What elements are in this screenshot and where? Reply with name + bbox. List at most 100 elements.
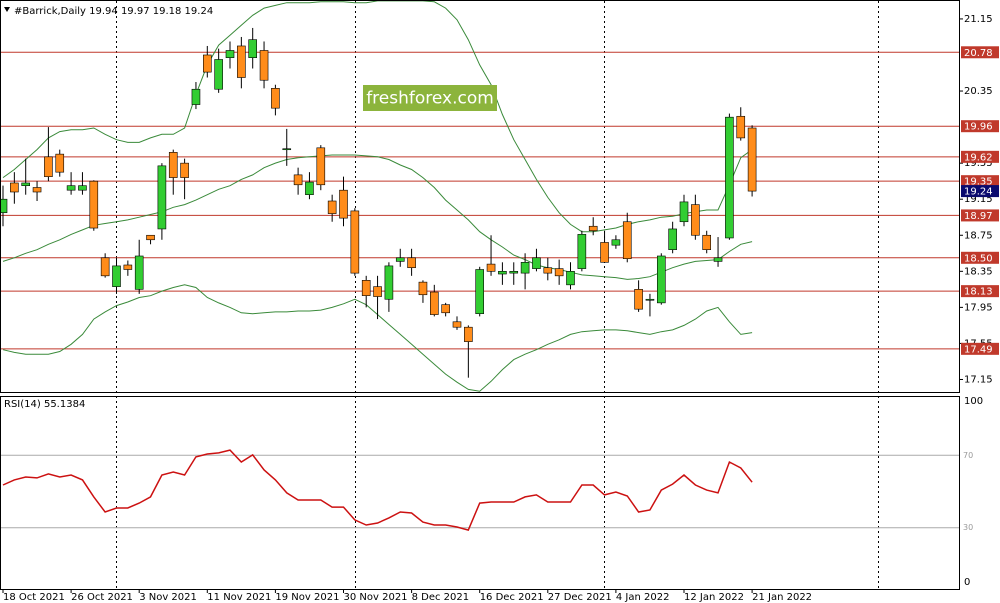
level-label-box bbox=[961, 150, 999, 163]
candle-body bbox=[736, 115, 746, 139]
candle bbox=[373, 275, 382, 320]
candle bbox=[668, 221, 677, 254]
candle-body bbox=[350, 210, 360, 274]
candle bbox=[429, 284, 439, 317]
candle bbox=[588, 217, 598, 236]
x-tick-label: 8 Dec 2021 bbox=[412, 592, 470, 603]
candle bbox=[32, 181, 42, 202]
candle bbox=[577, 230, 587, 272]
period-separators bbox=[116, 1, 879, 589]
candle-body bbox=[146, 234, 155, 241]
candle-body bbox=[532, 257, 541, 269]
candle-body bbox=[600, 242, 609, 263]
candle bbox=[441, 302, 450, 317]
candle bbox=[554, 259, 564, 285]
candle-body bbox=[327, 200, 337, 214]
y-tick-label: 18.75 bbox=[964, 230, 993, 241]
candle bbox=[418, 280, 428, 303]
candle-body bbox=[645, 298, 655, 301]
candle-body bbox=[44, 156, 53, 177]
level-label: 19.62 bbox=[964, 152, 993, 163]
x-tick-label: 21 Jan 2022 bbox=[752, 592, 812, 603]
candle bbox=[566, 262, 575, 290]
candle bbox=[10, 172, 19, 204]
price-plot bbox=[1, 1, 959, 392]
candle bbox=[350, 208, 360, 276]
candle bbox=[725, 113, 734, 240]
watermark: freshforex.com bbox=[366, 89, 494, 109]
candle bbox=[384, 262, 394, 312]
candle bbox=[123, 260, 133, 276]
level-label-box bbox=[961, 120, 999, 133]
candle bbox=[395, 248, 405, 267]
candle-body bbox=[78, 185, 87, 191]
candle-body bbox=[248, 39, 257, 58]
y-tick-label: 19.55 bbox=[964, 158, 993, 169]
candle-body bbox=[509, 271, 519, 274]
candle bbox=[611, 235, 621, 249]
candle bbox=[78, 172, 87, 195]
candle bbox=[168, 149, 178, 195]
candle-body bbox=[418, 281, 428, 296]
candle bbox=[543, 257, 553, 281]
candle bbox=[89, 180, 99, 231]
candle-body bbox=[498, 271, 507, 275]
candle-body bbox=[100, 257, 110, 277]
bollinger-middle bbox=[2, 154, 753, 280]
x-tick-label: 30 Nov 2021 bbox=[344, 592, 408, 603]
candle bbox=[203, 45, 212, 78]
last-price-label: 19.24 bbox=[964, 187, 993, 198]
candle bbox=[339, 176, 348, 227]
candle-body bbox=[271, 88, 280, 109]
main-panel-frame bbox=[0, 0, 960, 393]
candle bbox=[645, 293, 655, 317]
candle bbox=[237, 36, 246, 89]
candle bbox=[622, 212, 632, 263]
candle bbox=[134, 239, 144, 294]
candle-body bbox=[452, 321, 462, 328]
candle bbox=[532, 248, 541, 272]
candle bbox=[407, 248, 416, 276]
level-label: 18.50 bbox=[964, 253, 993, 264]
candle-body bbox=[395, 257, 405, 262]
candle-body bbox=[543, 267, 553, 274]
candle bbox=[520, 253, 530, 290]
candle-body bbox=[656, 255, 666, 304]
y-tick-label: 30 bbox=[963, 523, 973, 532]
level-label-box bbox=[961, 46, 999, 59]
candle-body bbox=[611, 239, 621, 246]
candle bbox=[634, 280, 643, 312]
y-tick-label: 0 bbox=[964, 577, 970, 588]
candle bbox=[736, 107, 746, 141]
candle-body bbox=[554, 268, 564, 277]
candle bbox=[100, 253, 110, 278]
candle bbox=[214, 48, 223, 93]
rsi-title: RSI(14) 55.1384 bbox=[4, 399, 85, 410]
watermark-box bbox=[363, 85, 497, 111]
candle-body bbox=[475, 269, 485, 314]
candle-body bbox=[725, 116, 734, 239]
menu-icon[interactable] bbox=[4, 7, 10, 12]
candle bbox=[259, 41, 269, 89]
candle bbox=[702, 230, 712, 254]
candle-body bbox=[691, 204, 700, 236]
candle-body bbox=[293, 174, 303, 186]
candle bbox=[191, 82, 201, 110]
level-label: 20.78 bbox=[964, 48, 993, 59]
candle-body bbox=[180, 162, 189, 178]
candle-body bbox=[21, 182, 31, 186]
candle-body bbox=[747, 127, 757, 192]
axes: 21.1520.3519.5519.1518.7518.3517.9517.55… bbox=[2, 14, 999, 603]
x-tick-label: 19 Nov 2021 bbox=[275, 592, 339, 603]
candle-body bbox=[679, 201, 689, 223]
candle bbox=[146, 234, 155, 245]
candle bbox=[248, 27, 257, 69]
candle bbox=[509, 262, 519, 285]
candle-body bbox=[157, 165, 167, 230]
candle-body bbox=[1, 198, 8, 214]
candle bbox=[475, 266, 485, 317]
candle bbox=[225, 41, 235, 69]
candle bbox=[180, 158, 189, 200]
x-tick-label: 3 Nov 2021 bbox=[139, 592, 197, 603]
candle-body bbox=[622, 221, 632, 259]
